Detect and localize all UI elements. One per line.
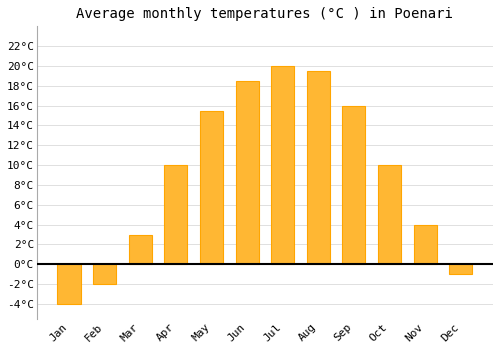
Bar <box>306 71 330 264</box>
Bar <box>128 234 152 264</box>
Bar <box>200 111 223 264</box>
Bar <box>414 225 436 264</box>
Bar <box>164 165 188 264</box>
Bar <box>449 264 472 274</box>
Title: Average monthly temperatures (°C ) in Poenari: Average monthly temperatures (°C ) in Po… <box>76 7 454 21</box>
Bar <box>378 165 401 264</box>
Bar <box>271 66 294 264</box>
Bar <box>93 264 116 284</box>
Bar <box>236 81 258 264</box>
Bar <box>342 106 365 264</box>
Bar <box>58 264 80 304</box>
